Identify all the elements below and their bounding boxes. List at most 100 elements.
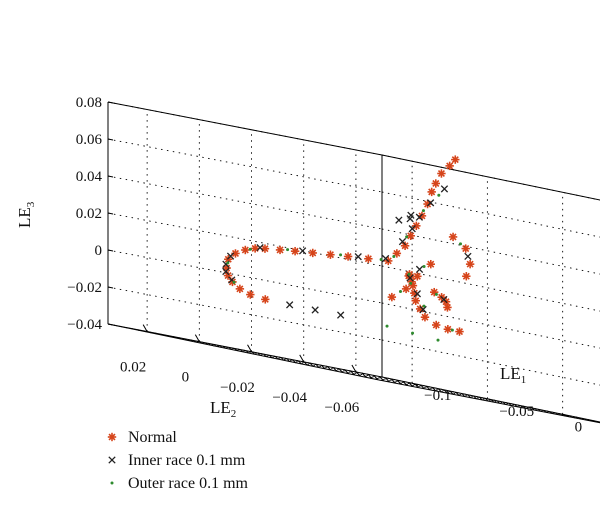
data-point-series-1: [311, 306, 319, 314]
data-point-series-0: [420, 312, 430, 322]
data-point-series-0: [250, 244, 260, 253]
floor-grid-line: [251, 351, 523, 409]
legend-item-inner-race: Inner race 0.1 mm: [108, 452, 246, 469]
data-point-series-0: [431, 179, 441, 188]
data-point-series-0: [408, 281, 418, 290]
y-tick-mark: [194, 334, 200, 342]
data-point-series-0: [413, 272, 422, 281]
data-point-series-0: [427, 187, 436, 197]
floor-grid-line: [199, 341, 471, 399]
back-wall-grid-line: [381, 376, 600, 423]
floor-grid-line: [147, 331, 419, 389]
data-point-series-0: [392, 249, 402, 258]
y-tick-mark: [351, 364, 357, 373]
top-edge-left: [107, 101, 383, 156]
x-tick-mark: [562, 413, 569, 417]
floor-edge-back: [381, 376, 600, 423]
data-point-series-2: [450, 328, 454, 332]
data-point-series-0: [437, 169, 446, 178]
x-tick-mark: [487, 398, 494, 402]
data-point-series-1: [286, 301, 294, 309]
data-point-series-1: [415, 265, 424, 273]
legend-marker-glyph: [107, 432, 117, 442]
data-point-series-1: [336, 311, 345, 319]
side-wall-grid-line: [107, 249, 383, 304]
data-point-series-2: [405, 235, 409, 239]
data-point-series-1: [415, 213, 424, 221]
legend-marker-glyph: [110, 481, 114, 485]
data-point-series-0: [308, 248, 317, 258]
z-tick-mark: [107, 101, 114, 104]
data-point-series-0: [275, 245, 285, 255]
z-tick-label: −0.04: [67, 317, 102, 333]
y-tick-label: 0.02: [120, 360, 146, 376]
data-point-series-0: [426, 259, 435, 269]
data-point-series-0: [423, 199, 432, 209]
data-point-series-1: [298, 247, 307, 255]
data-point-series-0: [443, 325, 453, 334]
back-wall-grid-line: [381, 228, 600, 275]
floor-edge-right: [378, 379, 600, 424]
data-point-series-2: [437, 193, 441, 197]
z-tick-mark: [107, 286, 114, 289]
data-point-series-0: [411, 296, 420, 305]
data-point-series-2: [392, 254, 396, 258]
data-point-series-2: [411, 331, 415, 335]
floor-edge-front: [107, 323, 380, 381]
data-point-series-1: [406, 274, 414, 282]
z-axis-label: LE3: [15, 201, 37, 228]
side-wall-grid-line: [107, 175, 383, 230]
data-point-series-1: [440, 295, 448, 304]
data-point-series-0: [246, 290, 255, 299]
y-tick-label: −0.06: [325, 400, 360, 416]
x-axis-label: LE1: [500, 364, 526, 386]
data-point-series-0: [400, 241, 410, 250]
data-point-series-2: [385, 324, 389, 328]
floor-grid-line: [363, 376, 600, 424]
legend-marker-inner-race: [108, 456, 116, 464]
data-point-series-0: [261, 295, 270, 304]
data-point-series-0: [387, 292, 397, 302]
data-point-series-0: [364, 254, 373, 263]
legend-marker-normal: [107, 432, 117, 442]
data-point-series-1: [398, 237, 407, 246]
floor-grid-line: [303, 361, 575, 419]
data-point-series-1: [226, 252, 235, 260]
data-point-series-2: [422, 304, 426, 308]
data-point-series-2: [398, 289, 402, 293]
data-point-series-2: [407, 272, 411, 276]
axis-ticks: 0.08 0.06 0.04 0.02 0 −0.02 −0.04 0.02 0 −0.02 −0.…: [67, 95, 583, 435]
legend-label-outer-race: Outer race 0.1 mm: [128, 475, 249, 492]
data-point-series-0: [417, 211, 427, 221]
data-point-series-1: [395, 216, 403, 224]
data-point-series-2: [422, 265, 426, 269]
data-point-series-1: [407, 211, 415, 219]
legend: Normal Inner race 0.1 mm Outer race 0.1 …: [107, 429, 249, 492]
data-point-series-2: [226, 261, 230, 265]
data-point-series-1: [408, 225, 416, 233]
data-point-series-2: [248, 247, 252, 251]
data-point-series-1: [381, 254, 390, 263]
z-tick-label: −0.02: [67, 280, 102, 296]
x-tick-mark: [411, 382, 419, 386]
data-point-series-0: [326, 250, 335, 259]
data-point-series-0: [461, 244, 470, 253]
back-wall-grid-line: [381, 265, 600, 312]
data-point-series-1: [440, 185, 449, 193]
data-point-series-2: [232, 280, 236, 284]
back-wall-grid-line: [381, 154, 600, 201]
data-point-series-1: [354, 253, 362, 261]
side-wall-grid-line: [107, 212, 383, 267]
data-point-series-2: [436, 338, 440, 342]
legend-label-normal: Normal: [128, 429, 177, 446]
legend-item-normal: Normal: [107, 429, 177, 446]
y-tick-label: 0: [182, 370, 190, 386]
z-tick-label: 0.06: [76, 132, 103, 148]
data-point-series-2: [458, 242, 462, 246]
x-tick-label: 0: [575, 419, 583, 435]
data-point-series-1: [413, 290, 421, 298]
data-point-series-2: [409, 281, 413, 285]
data-point-series-0: [241, 245, 250, 255]
floor-edge-left: [107, 323, 383, 378]
